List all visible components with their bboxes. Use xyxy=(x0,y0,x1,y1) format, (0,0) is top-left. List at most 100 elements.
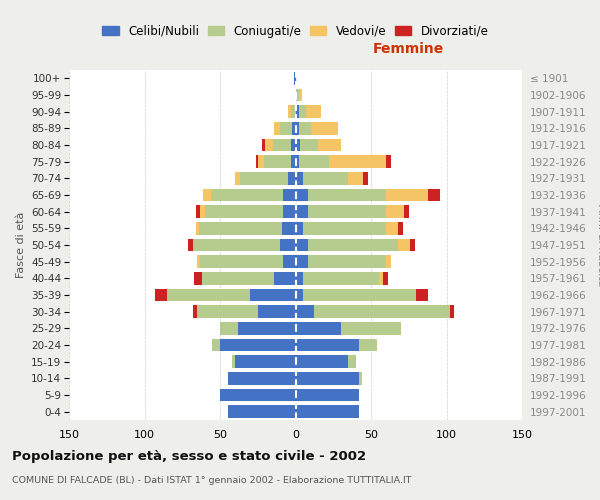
Bar xyxy=(280,239,296,251)
Bar xyxy=(299,122,311,134)
Bar xyxy=(264,156,291,168)
Bar xyxy=(227,406,296,418)
Bar xyxy=(386,156,391,168)
Bar xyxy=(329,156,386,168)
Bar xyxy=(296,106,299,118)
Bar xyxy=(383,272,388,284)
Bar xyxy=(250,289,296,301)
Bar xyxy=(283,256,296,268)
Bar xyxy=(303,289,416,301)
Bar xyxy=(292,122,296,134)
Bar xyxy=(200,206,205,218)
Bar xyxy=(194,272,202,284)
Bar xyxy=(205,206,283,218)
Bar xyxy=(197,306,258,318)
Bar xyxy=(291,156,296,168)
Text: Femmine: Femmine xyxy=(373,42,445,56)
Bar xyxy=(288,106,291,118)
Bar xyxy=(296,222,303,234)
Bar xyxy=(274,122,280,134)
Bar xyxy=(296,138,300,151)
Bar xyxy=(232,356,235,368)
Bar xyxy=(303,172,349,184)
Bar xyxy=(196,222,199,234)
Y-axis label: Anni di nascita: Anni di nascita xyxy=(596,204,600,286)
Bar xyxy=(296,356,349,368)
Bar xyxy=(349,356,356,368)
Bar xyxy=(262,138,265,151)
Bar xyxy=(404,206,409,218)
Bar xyxy=(220,389,296,401)
Bar xyxy=(386,222,398,234)
Bar xyxy=(258,306,296,318)
Bar xyxy=(283,206,296,218)
Bar xyxy=(283,188,296,201)
Bar xyxy=(386,188,428,201)
Bar xyxy=(155,289,167,301)
Bar xyxy=(341,322,401,334)
Bar xyxy=(314,306,449,318)
Bar xyxy=(296,122,299,134)
Bar xyxy=(282,222,296,234)
Bar xyxy=(303,272,379,284)
Bar xyxy=(258,156,264,168)
Bar xyxy=(235,172,239,184)
Bar xyxy=(296,406,359,418)
Bar xyxy=(349,172,364,184)
Bar xyxy=(308,239,398,251)
Bar xyxy=(211,188,283,201)
Bar xyxy=(280,122,292,134)
Bar xyxy=(296,89,299,101)
Bar xyxy=(359,372,362,384)
Bar xyxy=(167,289,250,301)
Bar xyxy=(296,306,314,318)
Bar xyxy=(199,222,282,234)
Bar xyxy=(386,206,404,218)
Bar xyxy=(227,372,296,384)
Bar xyxy=(398,222,403,234)
Bar xyxy=(364,172,368,184)
Bar xyxy=(274,272,296,284)
Bar xyxy=(193,239,280,251)
Bar xyxy=(239,172,288,184)
Bar xyxy=(308,188,386,201)
Bar xyxy=(238,322,296,334)
Bar xyxy=(296,172,303,184)
Bar xyxy=(296,239,308,251)
Bar xyxy=(291,106,296,118)
Bar xyxy=(291,138,296,151)
Bar xyxy=(202,272,274,284)
Bar xyxy=(197,256,200,268)
Bar xyxy=(203,188,211,201)
Y-axis label: Fasce di età: Fasce di età xyxy=(16,212,26,278)
Bar xyxy=(416,289,428,301)
Bar xyxy=(296,289,303,301)
Legend: Celibi/Nubili, Coniugati/e, Vedovi/e, Divorziati/e: Celibi/Nubili, Coniugati/e, Vedovi/e, Di… xyxy=(98,20,493,42)
Bar xyxy=(449,306,454,318)
Bar xyxy=(296,339,359,351)
Bar xyxy=(296,188,308,201)
Bar xyxy=(220,339,296,351)
Bar xyxy=(296,206,308,218)
Bar xyxy=(303,222,386,234)
Bar xyxy=(296,389,359,401)
Bar xyxy=(193,306,197,318)
Bar xyxy=(428,188,440,201)
Text: Popolazione per età, sesso e stato civile - 2002: Popolazione per età, sesso e stato civil… xyxy=(12,450,366,463)
Bar xyxy=(288,172,296,184)
Bar xyxy=(196,206,200,218)
Bar xyxy=(212,339,220,351)
Bar xyxy=(296,322,341,334)
Bar xyxy=(300,138,318,151)
Bar xyxy=(398,239,410,251)
Bar xyxy=(296,256,308,268)
Bar xyxy=(386,256,391,268)
Bar xyxy=(318,138,341,151)
Bar xyxy=(359,339,377,351)
Bar xyxy=(220,322,238,334)
Bar xyxy=(299,156,329,168)
Bar xyxy=(296,372,359,384)
Bar xyxy=(235,356,296,368)
Bar xyxy=(273,138,291,151)
Bar xyxy=(188,239,193,251)
